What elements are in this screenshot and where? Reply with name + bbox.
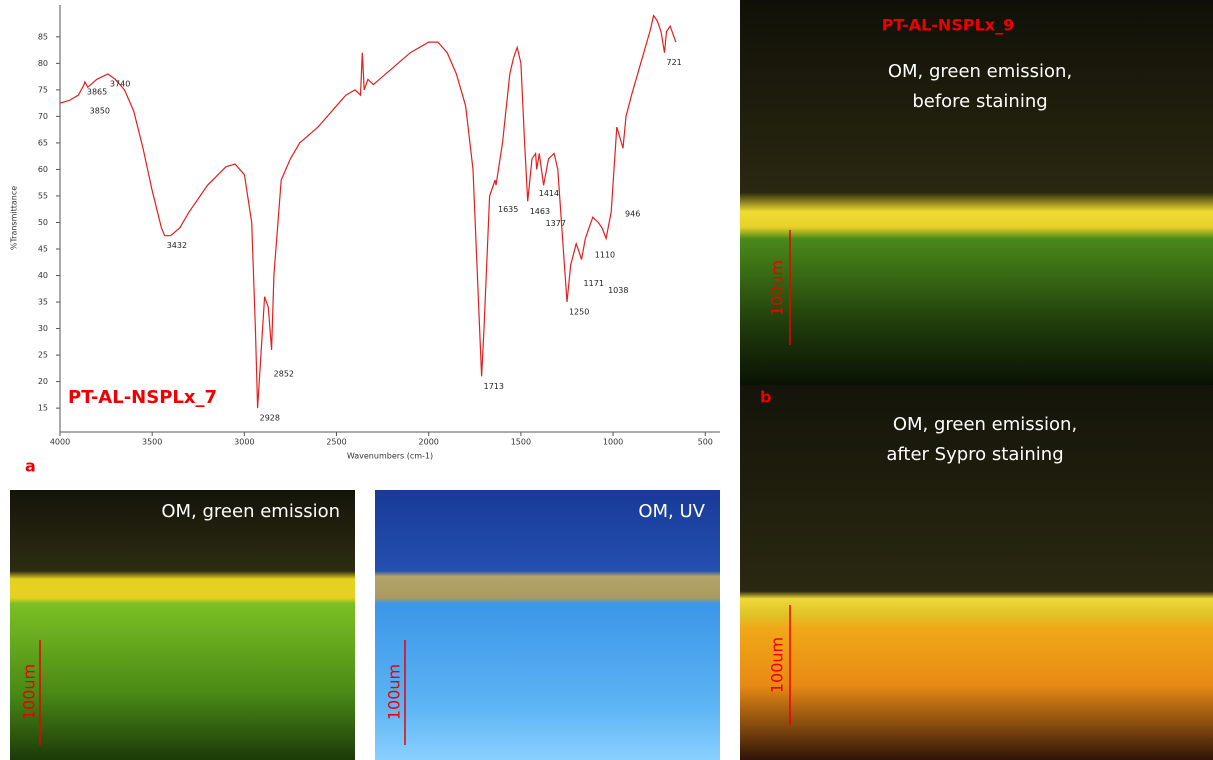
peak-label: 3740 xyxy=(110,79,130,88)
figure: OM, green emission OM, UV PT-AL-NSPLx_9 … xyxy=(0,0,1213,760)
peak-label: 946 xyxy=(625,210,640,219)
micrograph-after xyxy=(740,385,1213,760)
peak-label: 1377 xyxy=(546,219,566,228)
image-caption: before staining xyxy=(912,91,1047,112)
scale-label: 100um xyxy=(20,664,39,720)
peak-label: 1463 xyxy=(530,207,550,216)
x-tick-label: 4000 xyxy=(50,438,70,447)
scale-label: 100um xyxy=(385,664,404,720)
x-tick-label: 3000 xyxy=(234,438,254,447)
spectrum-line xyxy=(60,16,676,409)
y-axis-label: %Transmittance xyxy=(10,186,19,250)
peak-label: 1414 xyxy=(539,189,559,198)
peak-label: 3865 xyxy=(87,87,107,96)
peak-label: 3850 xyxy=(90,107,110,116)
micrograph-green xyxy=(10,490,355,760)
peak-label: 721 xyxy=(667,58,682,67)
y-tick-label: 75 xyxy=(38,85,48,94)
peak-label: 3432 xyxy=(167,241,187,250)
peak-label: 2852 xyxy=(274,369,294,378)
scale-label: 100um xyxy=(768,260,787,316)
x-tick-label: 2500 xyxy=(326,438,346,447)
image-caption: OM, green emission, xyxy=(893,414,1077,435)
y-tick-label: 45 xyxy=(38,245,48,254)
peak-label: 1635 xyxy=(498,205,518,214)
x-tick-label: 500 xyxy=(698,438,713,447)
micrograph-before xyxy=(740,0,1213,385)
x-tick-label: 1500 xyxy=(511,438,531,447)
peak-label: 1038 xyxy=(608,286,628,295)
image-caption: OM, green emission, xyxy=(888,61,1072,82)
scale-label: 100um xyxy=(768,637,787,693)
peak-label: 1250 xyxy=(569,308,589,317)
chart-title: PT-AL-NSPLx_7 xyxy=(68,387,217,408)
y-tick-label: 30 xyxy=(38,324,48,333)
y-tick-label: 80 xyxy=(38,59,48,68)
peak-label: 1110 xyxy=(595,251,615,260)
image-caption: OM, green emission xyxy=(161,501,340,522)
y-tick-label: 60 xyxy=(38,165,48,174)
peak-label: 1171 xyxy=(584,279,604,288)
y-tick-label: 65 xyxy=(38,138,48,147)
panel-label: b xyxy=(760,388,771,407)
y-tick-label: 40 xyxy=(38,271,48,280)
x-tick-label: 2000 xyxy=(419,438,439,447)
peak-label: 2928 xyxy=(260,414,280,423)
image-caption: after Sypro staining xyxy=(886,444,1063,465)
x-axis-label: Wavenumbers (cm-1) xyxy=(347,452,433,461)
y-tick-label: 85 xyxy=(38,32,48,41)
x-tick-label: 3500 xyxy=(142,438,162,447)
y-tick-label: 20 xyxy=(38,377,48,386)
y-tick-label: 70 xyxy=(38,112,48,121)
y-tick-label: 50 xyxy=(38,218,48,227)
y-tick-label: 35 xyxy=(38,298,48,307)
panel-label: a xyxy=(25,457,36,476)
image-caption: OM, UV xyxy=(638,501,705,522)
peak-label: 1713 xyxy=(484,382,504,391)
y-tick-label: 55 xyxy=(38,191,48,200)
x-tick-label: 1000 xyxy=(603,438,623,447)
y-tick-label: 15 xyxy=(38,404,48,413)
y-tick-label: 25 xyxy=(38,351,48,360)
micrograph-uv xyxy=(375,490,720,760)
sample-title: PT-AL-NSPLx_9 xyxy=(882,16,1014,35)
